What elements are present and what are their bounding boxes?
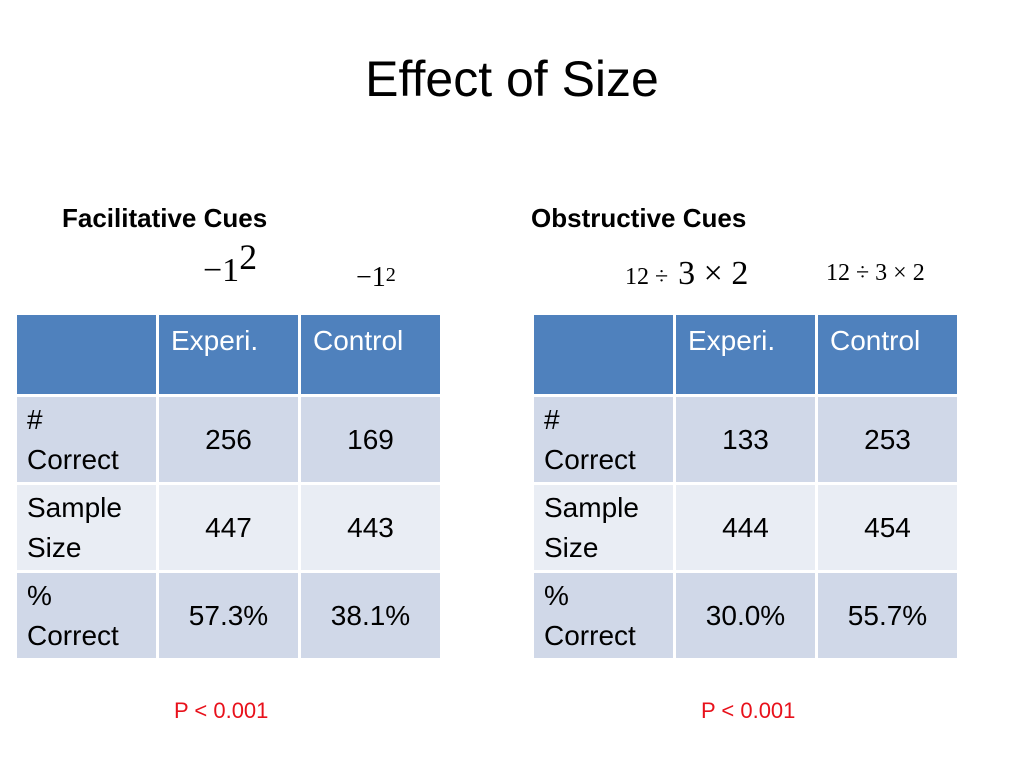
experi-cell: 30.0% — [676, 573, 818, 661]
control-cell: 38.1% — [301, 573, 443, 661]
table-row: Sample Size 444 454 — [534, 485, 960, 573]
table-header-cell: Control — [818, 315, 960, 397]
table-row: % Correct 30.0% 55.7% — [534, 573, 960, 661]
table-header-cell: Experi. — [159, 315, 301, 397]
table-header-cell: Control — [301, 315, 443, 397]
expression-exponent: 2 — [385, 263, 396, 286]
row-label: % Correct — [17, 573, 159, 661]
control-cell: 454 — [818, 485, 960, 573]
expression-small-part: 12 ÷ — [625, 264, 669, 290]
control-cell: 55.7% — [818, 573, 960, 661]
row-label: Sample Size — [17, 485, 159, 573]
experi-cell: 133 — [676, 397, 818, 485]
control-cell: 443 — [301, 485, 443, 573]
experi-cell: 57.3% — [159, 573, 301, 661]
obstructive-cues-table: Experi. Control # Correct 133 253 Sample S… — [534, 315, 960, 661]
table-row: # Correct 133 253 — [534, 397, 960, 485]
row-label: # Correct — [534, 397, 676, 485]
expression-exponent: 2 — [239, 236, 258, 277]
obstructive-expression-mixed: 12 ÷ 3 × 2 — [625, 255, 748, 293]
obstructive-p-value: P < 0.001 — [701, 698, 796, 723]
table-header-cell — [534, 315, 676, 397]
control-cell: 253 — [818, 397, 960, 485]
expression-large-part: 3 × 2 — [678, 255, 749, 292]
row-label: % Correct — [534, 573, 676, 661]
table-header-cell: Experi. — [676, 315, 818, 397]
row-label: Sample Size — [534, 485, 676, 573]
table-header-row: Experi. Control — [534, 315, 960, 397]
obstructive-expression-uniform: 12 ÷ 3 × 2 — [826, 260, 925, 286]
experi-cell: 447 — [159, 485, 301, 573]
table-row: # Correct 256 169 — [17, 397, 443, 485]
facilitative-p-value: P < 0.001 — [174, 698, 269, 723]
facilitative-expression-small: −12 — [356, 262, 396, 294]
control-cell: 169 — [301, 397, 443, 485]
facilitative-cues-heading: Facilitative Cues — [62, 203, 268, 233]
table-header-row: Experi. Control — [17, 315, 443, 397]
expression-base: −1 — [356, 262, 386, 293]
table-header-cell — [17, 315, 159, 397]
facilitative-expression-large: −12 — [203, 239, 257, 290]
experi-cell: 444 — [676, 485, 818, 573]
obstructive-cues-heading: Obstructive Cues — [531, 203, 747, 233]
table-row: % Correct 57.3% 38.1% — [17, 573, 443, 661]
expression-base: −1 — [203, 252, 240, 289]
slide-title: Effect of Size — [365, 51, 659, 107]
row-label: # Correct — [17, 397, 159, 485]
table-row: Sample Size 447 443 — [17, 485, 443, 573]
facilitative-cues-table: Experi. Control # Correct 256 169 Sample S… — [17, 315, 443, 661]
experi-cell: 256 — [159, 397, 301, 485]
